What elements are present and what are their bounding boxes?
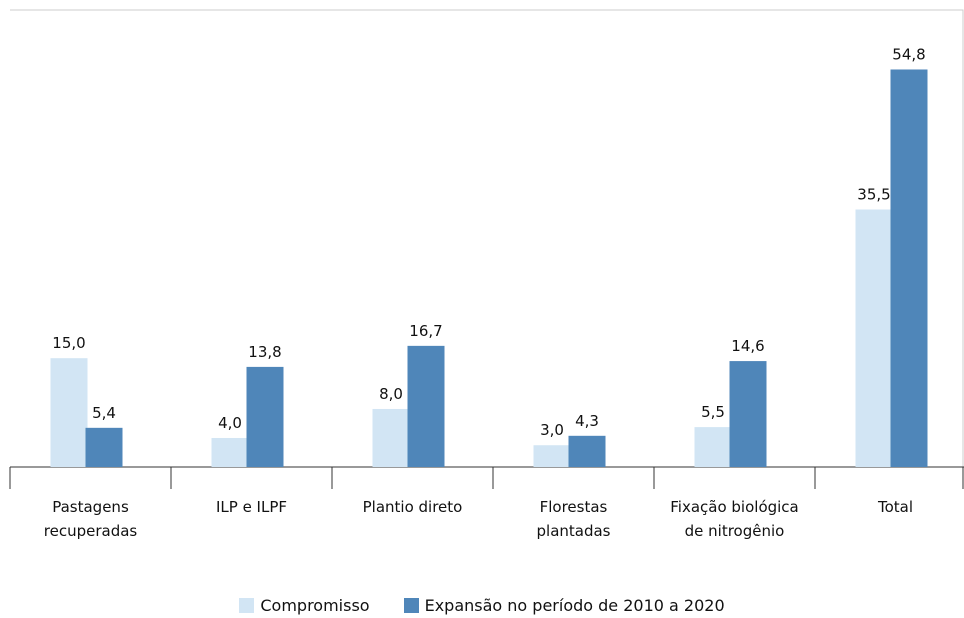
bar xyxy=(694,427,732,467)
data-label: 4,0 xyxy=(218,414,242,432)
bar xyxy=(407,345,445,467)
x-tick-label: ILP e ILPF xyxy=(215,498,288,516)
x-tick-label: Fixação biológica de nitrogênio xyxy=(670,498,799,540)
x-tick-label: Florestas plantadas xyxy=(536,498,611,540)
bar xyxy=(85,427,123,467)
legend-item: Expansão no período de 2010 a 2020 xyxy=(403,596,725,615)
legend-label: Compromisso xyxy=(260,596,370,615)
bar xyxy=(729,361,767,467)
bar xyxy=(372,408,410,467)
data-label: 3,0 xyxy=(540,421,564,439)
bar xyxy=(890,69,928,467)
bar xyxy=(568,435,606,467)
data-label: 13,8 xyxy=(248,343,281,361)
x-tick-label: Pastagens recuperadas xyxy=(43,498,138,540)
legend-item: Compromisso xyxy=(239,596,370,615)
bar xyxy=(211,437,249,467)
data-label: 5,4 xyxy=(92,404,116,422)
legend-label: Expansão no período de 2010 a 2020 xyxy=(424,596,725,615)
data-label: 14,6 xyxy=(731,337,764,355)
data-label: 15,0 xyxy=(52,334,85,352)
bar xyxy=(533,445,571,467)
data-label: 16,7 xyxy=(409,322,442,340)
x-tick-label: Total xyxy=(877,498,914,516)
data-label: 5,5 xyxy=(701,403,725,421)
data-label: 54,8 xyxy=(892,45,925,63)
bar xyxy=(50,358,88,467)
frame xyxy=(10,9,964,467)
data-label: 4,3 xyxy=(575,412,599,430)
bar xyxy=(855,209,893,467)
x-tick-label: Plantio direto xyxy=(362,498,463,516)
legend: Compromisso Expansão no período de 2010 a… xyxy=(0,596,964,615)
data-label: 35,5 xyxy=(857,185,890,203)
bar xyxy=(246,366,284,467)
legend-swatch xyxy=(403,598,419,613)
legend-swatch xyxy=(239,598,255,613)
data-label: 8,0 xyxy=(379,385,403,403)
